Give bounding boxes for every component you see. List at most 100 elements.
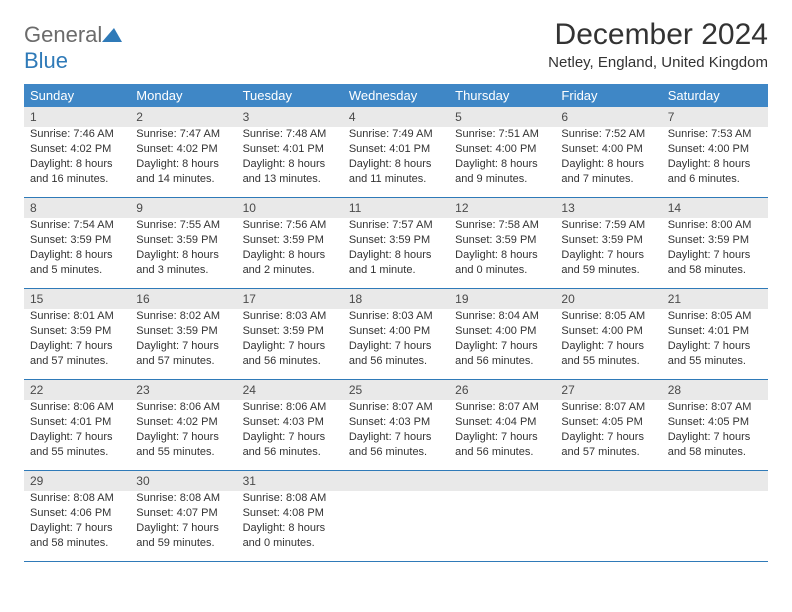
- cell-sunrise: Sunrise: 7:57 AM: [343, 218, 449, 233]
- cell-dl2: and 1 minute.: [343, 263, 449, 278]
- title-block: December 2024 Netley, England, United Ki…: [548, 18, 768, 71]
- cell-dl2: and 6 minutes.: [662, 172, 768, 187]
- cell-sunrise: Sunrise: 7:58 AM: [449, 218, 555, 233]
- day-number: 5: [449, 107, 555, 127]
- cell-dl2: and 58 minutes.: [24, 536, 130, 551]
- day-number: 23: [130, 380, 236, 400]
- calendar-cell: 15Sunrise: 8:01 AMSunset: 3:59 PMDayligh…: [24, 289, 130, 379]
- logo-arrow-icon: [102, 28, 122, 42]
- cell-dl2: and 16 minutes.: [24, 172, 130, 187]
- cell-sunset: Sunset: 4:05 PM: [662, 415, 768, 430]
- calendar-cell-blank: [555, 471, 661, 561]
- week-row: 22Sunrise: 8:06 AMSunset: 4:01 PMDayligh…: [24, 380, 768, 471]
- cell-sunrise: Sunrise: 8:07 AM: [449, 400, 555, 415]
- cell-dl2: and 55 minutes.: [555, 354, 661, 369]
- cell-dl1: Daylight: 8 hours: [237, 248, 343, 263]
- cell-sunrise: Sunrise: 7:59 AM: [555, 218, 661, 233]
- logo-word-2: Blue: [24, 48, 68, 73]
- cell-sunrise: Sunrise: 8:03 AM: [237, 309, 343, 324]
- cell-sunset: Sunset: 4:01 PM: [662, 324, 768, 339]
- cell-dl2: and 7 minutes.: [555, 172, 661, 187]
- cell-dl1: Daylight: 7 hours: [555, 339, 661, 354]
- cell-dl1: Daylight: 7 hours: [662, 430, 768, 445]
- calendar-cell: 22Sunrise: 8:06 AMSunset: 4:01 PMDayligh…: [24, 380, 130, 470]
- cell-dl1: Daylight: 8 hours: [130, 248, 236, 263]
- cell-dl2: and 59 minutes.: [555, 263, 661, 278]
- calendar-cell: 28Sunrise: 8:07 AMSunset: 4:05 PMDayligh…: [662, 380, 768, 470]
- cell-sunset: Sunset: 3:59 PM: [662, 233, 768, 248]
- cell-sunrise: Sunrise: 7:53 AM: [662, 127, 768, 142]
- cell-dl1: Daylight: 8 hours: [555, 157, 661, 172]
- cell-dl2: and 14 minutes.: [130, 172, 236, 187]
- cell-sunset: Sunset: 4:03 PM: [237, 415, 343, 430]
- month-title: December 2024: [548, 18, 768, 52]
- cell-sunrise: Sunrise: 7:49 AM: [343, 127, 449, 142]
- cell-dl2: and 56 minutes.: [449, 445, 555, 460]
- day-number: 2: [130, 107, 236, 127]
- cell-sunrise: Sunrise: 8:02 AM: [130, 309, 236, 324]
- cell-sunset: Sunset: 4:08 PM: [237, 506, 343, 521]
- cell-sunrise: Sunrise: 8:08 AM: [24, 491, 130, 506]
- day-number: 24: [237, 380, 343, 400]
- cell-dl2: and 57 minutes.: [24, 354, 130, 369]
- day-number: 26: [449, 380, 555, 400]
- cell-sunset: Sunset: 4:00 PM: [449, 142, 555, 157]
- calendar-cell: 9Sunrise: 7:55 AMSunset: 3:59 PMDaylight…: [130, 198, 236, 288]
- cell-sunset: Sunset: 4:00 PM: [555, 142, 661, 157]
- cell-sunset: Sunset: 3:59 PM: [24, 324, 130, 339]
- cell-sunset: Sunset: 4:04 PM: [449, 415, 555, 430]
- cell-dl1: Daylight: 8 hours: [24, 248, 130, 263]
- calendar-cell: 23Sunrise: 8:06 AMSunset: 4:02 PMDayligh…: [130, 380, 236, 470]
- day-number: 18: [343, 289, 449, 309]
- cell-dl1: Daylight: 7 hours: [237, 430, 343, 445]
- cell-dl1: Daylight: 7 hours: [343, 339, 449, 354]
- calendar-cell: 14Sunrise: 8:00 AMSunset: 3:59 PMDayligh…: [662, 198, 768, 288]
- cell-sunset: Sunset: 4:01 PM: [237, 142, 343, 157]
- day-number: 13: [555, 198, 661, 218]
- cell-sunrise: Sunrise: 8:04 AM: [449, 309, 555, 324]
- day-number: 1: [24, 107, 130, 127]
- day-number: [449, 471, 555, 491]
- day-number: 28: [662, 380, 768, 400]
- cell-sunset: Sunset: 4:01 PM: [24, 415, 130, 430]
- cell-dl2: and 56 minutes.: [449, 354, 555, 369]
- day-number: 19: [449, 289, 555, 309]
- cell-sunrise: Sunrise: 8:03 AM: [343, 309, 449, 324]
- cell-dl2: and 11 minutes.: [343, 172, 449, 187]
- cell-sunrise: Sunrise: 8:00 AM: [662, 218, 768, 233]
- cell-dl2: and 0 minutes.: [449, 263, 555, 278]
- day-number: 25: [343, 380, 449, 400]
- cell-sunrise: Sunrise: 7:54 AM: [24, 218, 130, 233]
- day-header-row: Sunday Monday Tuesday Wednesday Thursday…: [24, 84, 768, 107]
- calendar-cell: 2Sunrise: 7:47 AMSunset: 4:02 PMDaylight…: [130, 107, 236, 197]
- calendar-cell: 16Sunrise: 8:02 AMSunset: 3:59 PMDayligh…: [130, 289, 236, 379]
- calendar-cell: 3Sunrise: 7:48 AMSunset: 4:01 PMDaylight…: [237, 107, 343, 197]
- cell-dl2: and 55 minutes.: [130, 445, 236, 460]
- cell-dl1: Daylight: 7 hours: [555, 430, 661, 445]
- cell-dl2: and 3 minutes.: [130, 263, 236, 278]
- logo-word-1: General: [24, 22, 102, 47]
- cell-dl1: Daylight: 7 hours: [662, 339, 768, 354]
- cell-sunrise: Sunrise: 8:07 AM: [555, 400, 661, 415]
- day-number: 30: [130, 471, 236, 491]
- cell-dl2: and 58 minutes.: [662, 263, 768, 278]
- day-header-fri: Friday: [555, 84, 661, 107]
- week-row: 29Sunrise: 8:08 AMSunset: 4:06 PMDayligh…: [24, 471, 768, 562]
- calendar-cell: 31Sunrise: 8:08 AMSunset: 4:08 PMDayligh…: [237, 471, 343, 561]
- calendar-cell: 7Sunrise: 7:53 AMSunset: 4:00 PMDaylight…: [662, 107, 768, 197]
- cell-sunrise: Sunrise: 8:07 AM: [343, 400, 449, 415]
- cell-dl1: Daylight: 8 hours: [662, 157, 768, 172]
- cell-sunrise: Sunrise: 7:48 AM: [237, 127, 343, 142]
- calendar-cell: 20Sunrise: 8:05 AMSunset: 4:00 PMDayligh…: [555, 289, 661, 379]
- day-header-sat: Saturday: [662, 84, 768, 107]
- cell-sunset: Sunset: 4:00 PM: [555, 324, 661, 339]
- header: General Blue December 2024 Netley, Engla…: [24, 18, 768, 74]
- calendar-cell: 29Sunrise: 8:08 AMSunset: 4:06 PMDayligh…: [24, 471, 130, 561]
- cell-sunrise: Sunrise: 7:51 AM: [449, 127, 555, 142]
- cell-dl1: Daylight: 8 hours: [449, 248, 555, 263]
- calendar-grid: Sunday Monday Tuesday Wednesday Thursday…: [24, 84, 768, 562]
- cell-sunset: Sunset: 4:00 PM: [343, 324, 449, 339]
- day-number: [555, 471, 661, 491]
- calendar-page: General Blue December 2024 Netley, Engla…: [0, 0, 792, 572]
- calendar-cell: 24Sunrise: 8:06 AMSunset: 4:03 PMDayligh…: [237, 380, 343, 470]
